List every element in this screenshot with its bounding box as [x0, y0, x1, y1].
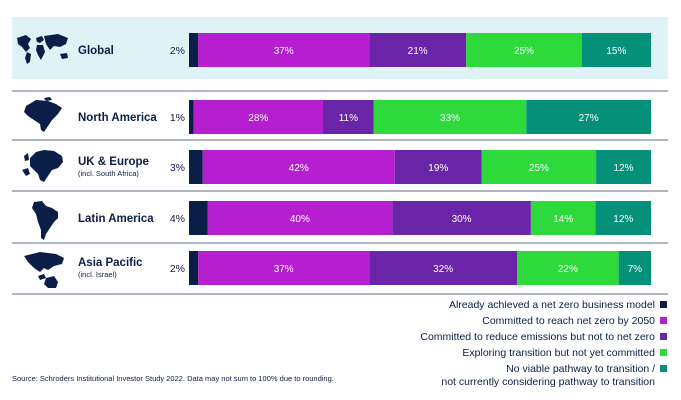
- legend-label: Exploring transition but not yet committ…: [462, 347, 655, 359]
- data-label: 40%: [290, 214, 310, 225]
- data-label: 2%: [170, 45, 185, 57]
- bar-segment: [595, 201, 651, 235]
- region-label: Global: [78, 45, 114, 57]
- north-america-map-icon: [24, 97, 62, 132]
- data-label: 33%: [440, 113, 460, 124]
- bar-segment: [530, 201, 596, 235]
- data-label: 4%: [170, 213, 185, 225]
- legend-swatch: [660, 333, 667, 340]
- legend-swatch: [660, 317, 667, 324]
- bar-segment: [373, 100, 527, 134]
- legend-swatch: [660, 349, 667, 356]
- legend-swatch: [660, 365, 667, 372]
- bar-segment: [202, 150, 395, 184]
- bar-segment: [394, 150, 482, 184]
- bar-segment: [189, 201, 208, 235]
- bar-segment: [517, 251, 619, 285]
- bar-segment: [198, 251, 370, 285]
- source-note: Source: Schroders Institutional Investor…: [12, 374, 334, 383]
- bar-segment: [322, 100, 374, 134]
- data-label: 27%: [579, 113, 599, 124]
- legend-label: Committed to reduce emissions but not to…: [420, 331, 655, 343]
- region-label: Latin America: [78, 213, 154, 225]
- legend-label: not currently considering pathway to tra…: [441, 376, 655, 388]
- data-label: 15%: [606, 46, 626, 57]
- bar-segment: [189, 150, 203, 184]
- bar-segment: [198, 33, 370, 67]
- data-label: 12%: [613, 214, 633, 225]
- data-label: 28%: [248, 113, 268, 124]
- data-label: 21%: [408, 46, 428, 57]
- bar-segment: [189, 33, 199, 67]
- europe-map-icon: [22, 150, 63, 182]
- region-label: Asia Pacific: [78, 257, 143, 269]
- data-label: 32%: [433, 264, 453, 275]
- data-label: 30%: [452, 214, 472, 225]
- world-map-icon: [17, 34, 68, 64]
- data-label: 19%: [428, 163, 448, 174]
- data-label: 11%: [339, 113, 358, 124]
- data-label: 25%: [514, 46, 534, 57]
- legend-label: Already achieved a net zero business mod…: [449, 299, 655, 311]
- data-label: 12%: [614, 163, 634, 174]
- region-label: North America: [78, 112, 157, 124]
- data-label: 37%: [274, 46, 294, 57]
- legend-swatch: [660, 301, 667, 308]
- data-label: 1%: [170, 112, 185, 124]
- data-label: 25%: [529, 163, 549, 174]
- bar-segment: [526, 100, 651, 134]
- latin-america-map-icon: [32, 201, 58, 240]
- legend-label: Committed to reach net zero by 2050: [482, 315, 655, 327]
- bar-segment: [189, 251, 199, 285]
- data-label: 37%: [274, 264, 294, 275]
- bar-segment: [596, 150, 651, 184]
- data-label: 3%: [170, 162, 185, 174]
- bar-segment: [369, 251, 518, 285]
- bar-segment: [193, 100, 323, 134]
- region-sublabel: (incl. South Africa): [78, 169, 139, 178]
- data-label: 7%: [628, 264, 643, 275]
- bar-segment: [466, 33, 582, 67]
- data-label: 42%: [289, 163, 309, 174]
- bar-segment: [618, 251, 651, 285]
- bar-segment: [369, 33, 467, 67]
- bar-segment: [189, 100, 194, 134]
- data-label: 22%: [558, 264, 578, 275]
- legend-label: No viable pathway to transition /: [506, 363, 655, 375]
- bar-segment: [481, 150, 597, 184]
- data-label: 2%: [170, 263, 185, 275]
- region-sublabel: (incl. Israel): [78, 270, 117, 279]
- bar-segment: [207, 201, 393, 235]
- asia-pacific-map-icon: [24, 252, 64, 288]
- bar-segment: [581, 33, 651, 67]
- data-label: 14%: [553, 214, 573, 225]
- bar-segment: [392, 201, 531, 235]
- region-label: UK & Europe: [78, 156, 149, 168]
